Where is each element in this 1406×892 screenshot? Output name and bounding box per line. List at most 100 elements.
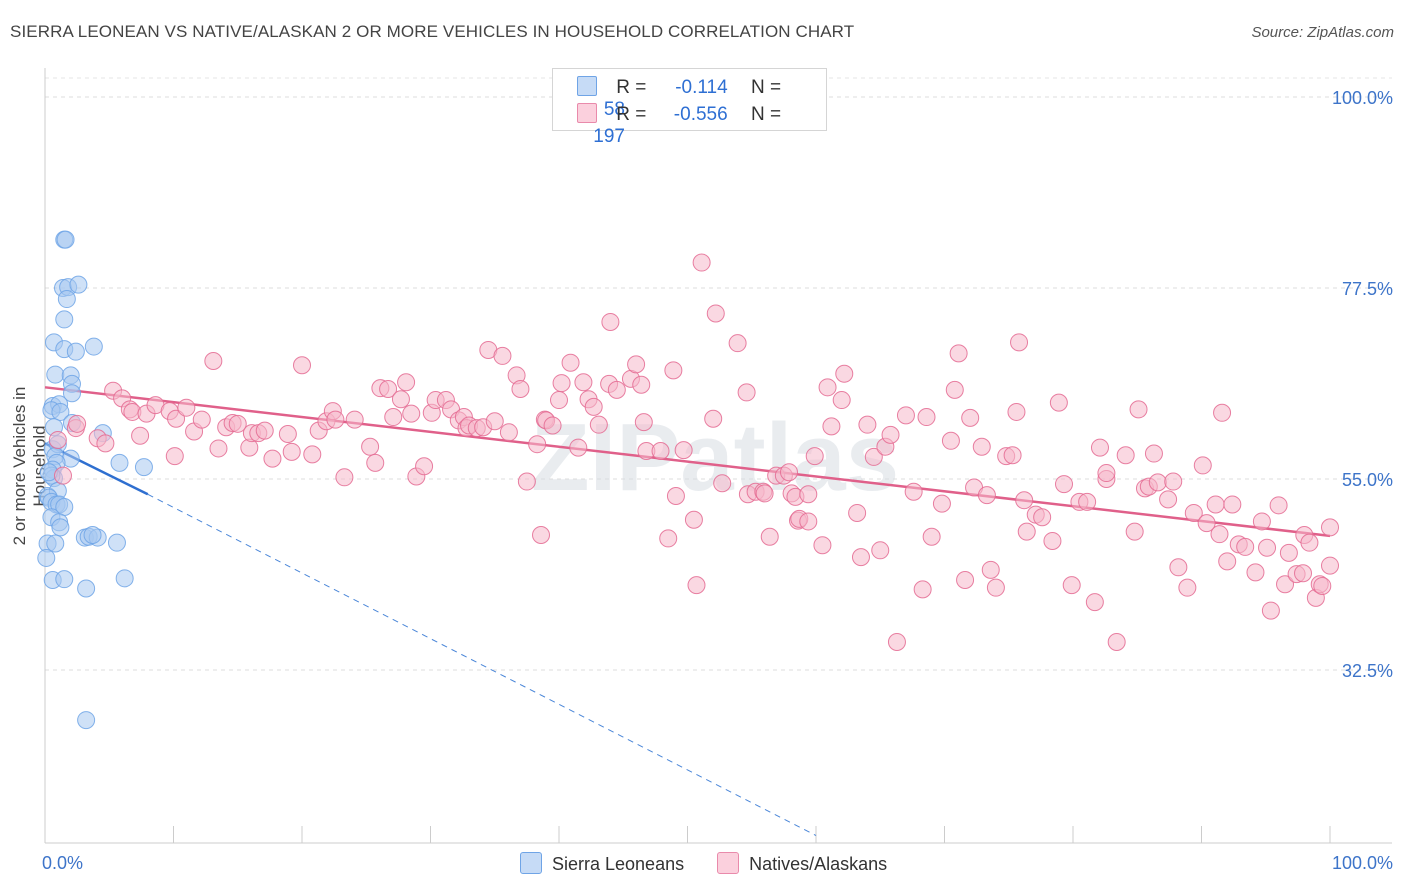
data-point <box>1279 543 1298 562</box>
x-tick-label: 100.0% <box>1332 853 1393 873</box>
data-point <box>48 430 67 449</box>
data-point <box>818 378 837 397</box>
data-point <box>1276 575 1295 594</box>
data-point <box>799 485 818 504</box>
data-point <box>1169 558 1188 577</box>
data-point <box>255 421 274 440</box>
data-point <box>131 426 150 445</box>
legend-n-value: 197 <box>593 126 625 147</box>
data-point <box>55 570 74 589</box>
data-point <box>46 534 65 553</box>
data-point <box>167 409 186 428</box>
data-point <box>755 484 774 503</box>
y-tick-label: 77.5% <box>1342 279 1393 299</box>
data-point <box>83 526 102 545</box>
data-point <box>552 374 571 393</box>
data-point <box>687 576 706 595</box>
data-point <box>1055 475 1074 494</box>
series-swatch-pink <box>717 852 740 874</box>
data-point <box>664 361 683 380</box>
data-point <box>532 526 551 545</box>
data-point <box>397 373 416 392</box>
data-point <box>851 548 870 567</box>
data-point <box>881 425 900 444</box>
series-legend: Sierra Leoneans Natives/Alaskans <box>520 852 915 875</box>
data-point <box>956 571 975 590</box>
legend-swatch-pink <box>577 103 597 123</box>
data-point <box>366 453 385 472</box>
data-point <box>361 437 380 456</box>
data-point <box>569 438 588 457</box>
data-point <box>1258 538 1277 557</box>
series-natives-alaskans <box>48 253 1339 651</box>
legend-row-sierra-leoneans: R = -0.114 N = 58 <box>577 76 826 121</box>
data-point <box>278 425 297 444</box>
data-point <box>1321 556 1339 575</box>
data-point <box>228 414 247 433</box>
data-point <box>1206 495 1225 514</box>
data-point <box>134 458 153 477</box>
data-point <box>949 344 968 363</box>
data-point <box>1178 578 1197 597</box>
data-point <box>704 409 723 428</box>
data-point <box>922 527 941 546</box>
data-point <box>57 290 76 309</box>
data-point <box>674 441 693 460</box>
data-point <box>511 380 530 399</box>
data-point <box>1261 601 1280 620</box>
data-point <box>799 512 818 531</box>
chart-source: Source: ZipAtlas.com <box>1251 24 1394 41</box>
data-point <box>848 503 867 522</box>
data-point <box>822 417 841 436</box>
data-point <box>945 380 964 399</box>
data-point <box>66 342 85 361</box>
series-swatch-blue <box>520 852 542 874</box>
data-point <box>326 410 345 429</box>
data-point <box>864 447 883 466</box>
data-point <box>1078 492 1097 511</box>
data-point <box>1246 563 1265 582</box>
data-point <box>651 441 670 460</box>
data-point <box>1043 531 1062 550</box>
trend-line-sierra-leoneans-extended <box>147 493 817 836</box>
data-point <box>192 410 211 429</box>
data-point <box>634 413 653 432</box>
data-point <box>51 518 70 537</box>
data-point <box>485 412 504 431</box>
data-point <box>384 408 403 427</box>
data-point <box>627 355 646 374</box>
chart-title: SIERRA LEONEAN VS NATIVE/ALASKAN 2 OR MO… <box>10 22 855 41</box>
legend-n-label: N = <box>750 104 782 125</box>
data-point <box>1049 393 1068 412</box>
data-point <box>1144 444 1163 463</box>
data-point <box>550 391 568 410</box>
data-point <box>832 391 851 410</box>
data-point <box>345 410 364 429</box>
axes <box>44 68 1392 844</box>
data-point <box>692 253 711 272</box>
data-point <box>1193 456 1212 475</box>
data-point <box>1269 496 1288 515</box>
data-point <box>51 402 70 421</box>
data-point <box>165 447 184 466</box>
legend-r-value: -0.556 <box>673 104 728 125</box>
data-point <box>1313 576 1332 595</box>
data-point <box>977 486 996 505</box>
data-point <box>56 230 75 249</box>
data-point <box>659 529 678 548</box>
data-point <box>293 356 311 375</box>
data-point <box>871 541 890 560</box>
data-point <box>584 397 603 416</box>
data-point <box>1129 400 1148 419</box>
y-tick-label: 32.5% <box>1342 661 1393 681</box>
legend-r-label: R = <box>616 104 647 125</box>
series-sierra-leoneans <box>37 230 153 730</box>
data-point <box>77 579 96 598</box>
legend-swatch-blue <box>577 76 597 96</box>
data-point <box>932 494 951 513</box>
data-point <box>607 380 626 399</box>
data-point <box>1125 522 1144 541</box>
data-point <box>896 406 915 425</box>
data-point <box>1197 514 1216 533</box>
